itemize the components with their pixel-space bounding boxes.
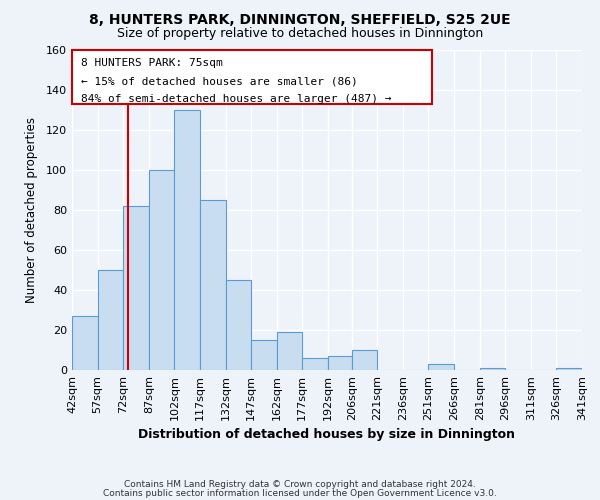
Y-axis label: Number of detached properties: Number of detached properties	[25, 117, 38, 303]
Bar	[72, 316, 98, 370]
Text: 84% of semi-detached houses are larger (487) →: 84% of semi-detached houses are larger (…	[80, 94, 391, 104]
Text: Size of property relative to detached houses in Dinnington: Size of property relative to detached ho…	[117, 28, 483, 40]
Bar	[149, 170, 175, 370]
Bar	[123, 206, 149, 370]
Bar	[200, 200, 226, 370]
Bar	[428, 364, 454, 370]
Bar	[98, 270, 123, 370]
X-axis label: Distribution of detached houses by size in Dinnington: Distribution of detached houses by size …	[139, 428, 515, 441]
Text: 8 HUNTERS PARK: 75sqm: 8 HUNTERS PARK: 75sqm	[80, 58, 222, 68]
Bar	[352, 350, 377, 370]
Bar	[556, 368, 582, 370]
Bar	[479, 368, 505, 370]
Bar	[328, 356, 352, 370]
Bar	[277, 332, 302, 370]
Bar	[251, 340, 277, 370]
Bar	[226, 280, 251, 370]
Bar	[302, 358, 328, 370]
Bar	[175, 110, 200, 370]
Text: 8, HUNTERS PARK, DINNINGTON, SHEFFIELD, S25 2UE: 8, HUNTERS PARK, DINNINGTON, SHEFFIELD, …	[89, 12, 511, 26]
Text: Contains HM Land Registry data © Crown copyright and database right 2024.: Contains HM Land Registry data © Crown c…	[124, 480, 476, 489]
FancyBboxPatch shape	[72, 50, 432, 104]
Text: Contains public sector information licensed under the Open Government Licence v3: Contains public sector information licen…	[103, 488, 497, 498]
Text: ← 15% of detached houses are smaller (86): ← 15% of detached houses are smaller (86…	[80, 76, 357, 86]
